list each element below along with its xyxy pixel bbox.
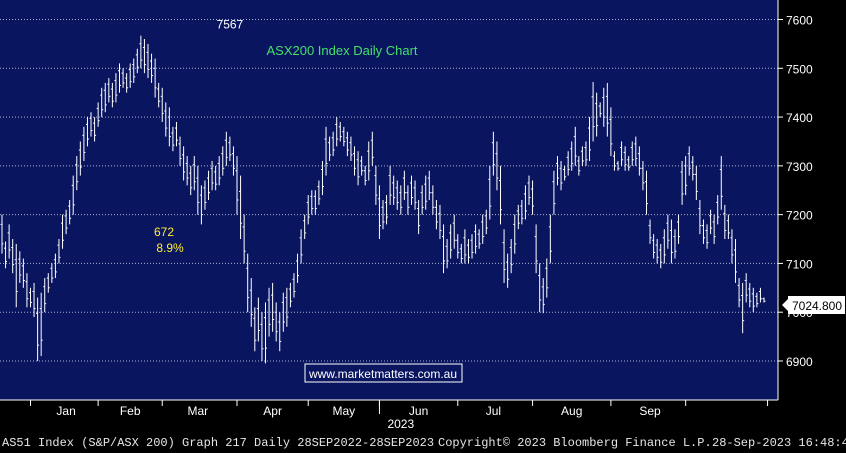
change-percent-annotation: 8.9% (156, 241, 184, 255)
grid-lines (0, 19, 778, 362)
y-tick-label: 7600 (786, 14, 813, 28)
footer-timestamp: 28-Sep-2023 16:48:45 (712, 436, 846, 450)
website-label[interactable]: www.marketmatters.com.au (304, 363, 463, 383)
x-tick-label: Mar (188, 404, 209, 418)
y-tick-label: 7400 (786, 111, 813, 125)
x-tick-label: Jul (486, 404, 501, 418)
y-axis: 69007000710072007300740075007600 (777, 0, 813, 400)
y-tick-label: 6900 (786, 355, 813, 369)
footer-bar: AS51 Index (S&P/ASX 200) Graph 217 Daily… (0, 433, 846, 453)
x-tick-label: Jun (409, 404, 428, 418)
x-tick-label: Sep (639, 404, 661, 418)
price-annotation: 7567 (217, 18, 244, 32)
y-tick-label: 7200 (786, 209, 813, 223)
price-bars (0, 35, 766, 364)
chart-title: ASX200 Index Daily Chart (266, 43, 417, 58)
x-axis: Jan Feb Mar Apr May Jun Jul Aug Sep 2023 (0, 399, 778, 431)
x-tick-label: May (332, 404, 355, 418)
x-tick-label: Aug (561, 404, 582, 418)
last-price-tag: 7024.800 (782, 296, 845, 314)
y-tick-label: 7100 (786, 257, 813, 271)
y-tick-label: 7500 (786, 62, 813, 76)
change-points-annotation: 672 (154, 225, 174, 239)
plot-background (0, 0, 778, 400)
footer-copyright: Copyright© 2023 Bloomberg Finance L.P. (438, 436, 712, 450)
x-tick-label: Feb (120, 404, 141, 418)
footer-security-info: AS51 Index (S&P/ASX 200) Graph 217 Daily… (2, 436, 435, 450)
website-text[interactable]: www.marketmatters.com.au (308, 367, 457, 381)
last-price-value: 7024.800 (792, 299, 842, 313)
year-label: 2023 (387, 417, 414, 431)
x-tick-label: Apr (263, 404, 282, 418)
y-tick-label: 7300 (786, 160, 813, 174)
x-tick-label: Jan (56, 404, 75, 418)
ohlc-chart: 69007000710072007300740075007600 JanFebM… (0, 0, 845, 431)
